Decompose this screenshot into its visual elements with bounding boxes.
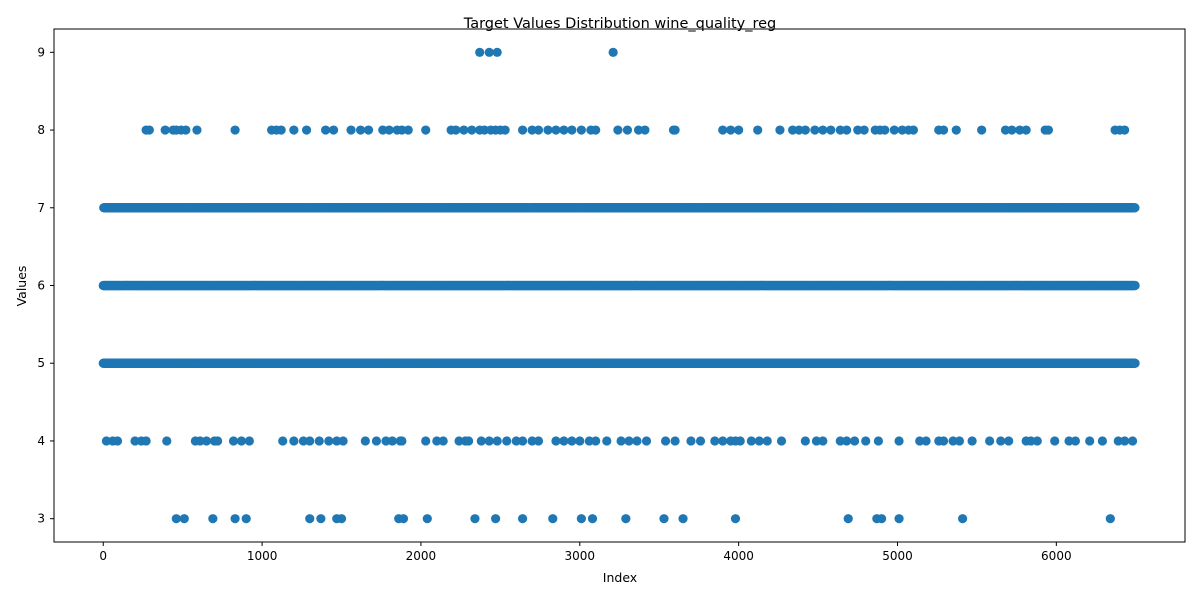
data-points <box>98 47 1140 524</box>
chart-title: Target Values Distribution wine_quality_… <box>463 16 777 32</box>
data-point-5 <box>1130 358 1140 368</box>
